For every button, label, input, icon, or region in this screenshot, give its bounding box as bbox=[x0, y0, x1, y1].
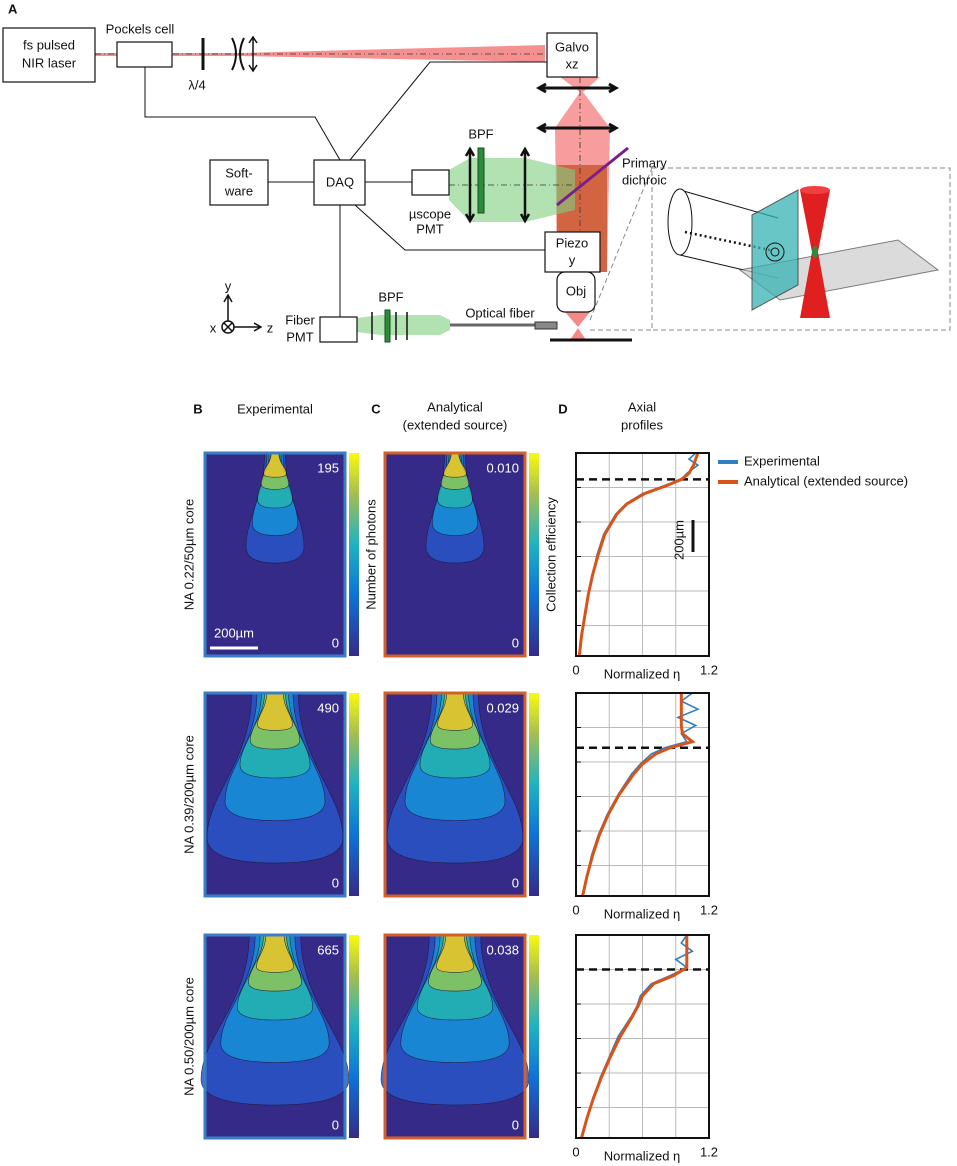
label: y bbox=[225, 278, 232, 293]
colorbar-max: 665 bbox=[317, 942, 339, 957]
colorbar-label: Collection efficiency bbox=[543, 497, 558, 612]
plot-frame bbox=[575, 934, 710, 1139]
label: fs pulsed bbox=[23, 37, 75, 52]
heatmap-frame bbox=[203, 691, 347, 898]
plot-frame bbox=[575, 452, 710, 657]
label: PMT bbox=[286, 329, 314, 344]
label: λ/4 bbox=[188, 77, 205, 92]
panel-label: D bbox=[558, 401, 567, 416]
x-axis-label: Normalized η bbox=[604, 1148, 681, 1163]
legend-label: Analytical (extended source) bbox=[744, 473, 908, 488]
colorbar bbox=[349, 693, 359, 896]
label: PMT bbox=[416, 221, 444, 236]
x-axis-label: Normalized η bbox=[604, 666, 681, 681]
heatmap-level bbox=[257, 692, 293, 731]
label: Soft- bbox=[225, 165, 252, 180]
row-label: NA 0.50/200µm core bbox=[181, 977, 196, 1096]
colorbar-min: 0 bbox=[512, 1117, 519, 1132]
colorbar-max: 490 bbox=[317, 700, 339, 715]
label: Pockels cell bbox=[106, 21, 175, 36]
heatmap-level bbox=[256, 934, 294, 973]
label: xz bbox=[566, 56, 579, 71]
heatmap-frame bbox=[383, 691, 527, 898]
colorbar-min: 0 bbox=[332, 635, 339, 650]
label: Fiber bbox=[285, 312, 315, 327]
row-label: NA 0.22/50µm core bbox=[181, 499, 196, 611]
profile-line bbox=[581, 693, 696, 897]
colorbar-max: 0.038 bbox=[486, 942, 519, 957]
label: z bbox=[267, 320, 274, 335]
panel-label: C bbox=[371, 401, 381, 416]
label: Optical fiber bbox=[465, 305, 535, 320]
label: NIR laser bbox=[22, 55, 77, 70]
legend-label: Experimental bbox=[744, 453, 820, 468]
x-tick-label: 1.2 bbox=[700, 662, 718, 677]
x-tick-label: 1.2 bbox=[700, 1144, 718, 1159]
x-tick-label: 0 bbox=[572, 662, 579, 677]
label: Experimental bbox=[237, 401, 313, 416]
plot-frame bbox=[575, 692, 710, 897]
colorbar-max: 0.029 bbox=[486, 700, 519, 715]
colorbar bbox=[529, 935, 539, 1138]
label: Piezo bbox=[556, 235, 589, 250]
scale-bar-label: 200µm bbox=[214, 625, 254, 640]
colorbar bbox=[529, 453, 539, 656]
colorbar bbox=[349, 935, 359, 1138]
heatmap-level bbox=[436, 934, 474, 973]
profile-line bbox=[577, 452, 700, 657]
heatmap-level bbox=[437, 692, 473, 731]
x-tick-label: 1.2 bbox=[700, 902, 718, 917]
profile-line bbox=[580, 935, 689, 1139]
label: BPF bbox=[468, 126, 493, 141]
label: dichroic bbox=[622, 172, 667, 187]
colorbar bbox=[349, 453, 359, 656]
colorbar-min: 0 bbox=[512, 635, 519, 650]
colorbar-min: 0 bbox=[512, 875, 519, 890]
x-axis-label: Normalized η bbox=[604, 906, 681, 921]
heatmap-level bbox=[443, 452, 467, 478]
label: ware bbox=[224, 183, 253, 198]
label: DAQ bbox=[326, 174, 354, 189]
setup-diagram bbox=[2, 27, 951, 343]
label: (extended source) bbox=[403, 417, 508, 432]
x-tick-label: 0 bbox=[572, 1144, 579, 1159]
heatmap-level bbox=[263, 452, 287, 478]
heatmap-frame bbox=[383, 933, 527, 1140]
colorbar-max: 0.010 bbox=[486, 460, 519, 475]
colorbar-label: Number of photons bbox=[363, 499, 378, 610]
label: µscope bbox=[409, 206, 451, 221]
label: BPF bbox=[378, 289, 403, 304]
label: Primary bbox=[622, 155, 667, 170]
panel-label: A bbox=[8, 1, 18, 16]
x-tick-label: 0 bbox=[572, 902, 579, 917]
panel-label: B bbox=[193, 401, 202, 416]
label: Axial bbox=[628, 399, 656, 414]
label: y bbox=[569, 252, 576, 267]
label: Obj bbox=[566, 283, 586, 298]
colorbar-max: 195 bbox=[317, 460, 339, 475]
label: Analytical bbox=[427, 399, 483, 414]
row-label: NA 0.39/200µm core bbox=[181, 735, 196, 854]
label: Galvo bbox=[555, 39, 589, 54]
colorbar bbox=[529, 693, 539, 896]
heatmap-frame bbox=[203, 451, 347, 658]
colorbar-min: 0 bbox=[332, 1117, 339, 1132]
scale-bar-label: 200µm bbox=[671, 520, 686, 560]
heatmap-frame bbox=[383, 451, 527, 658]
colorbar-min: 0 bbox=[332, 875, 339, 890]
label: x bbox=[210, 320, 217, 335]
label: profiles bbox=[621, 417, 663, 432]
heatmap-frame bbox=[203, 933, 347, 1140]
